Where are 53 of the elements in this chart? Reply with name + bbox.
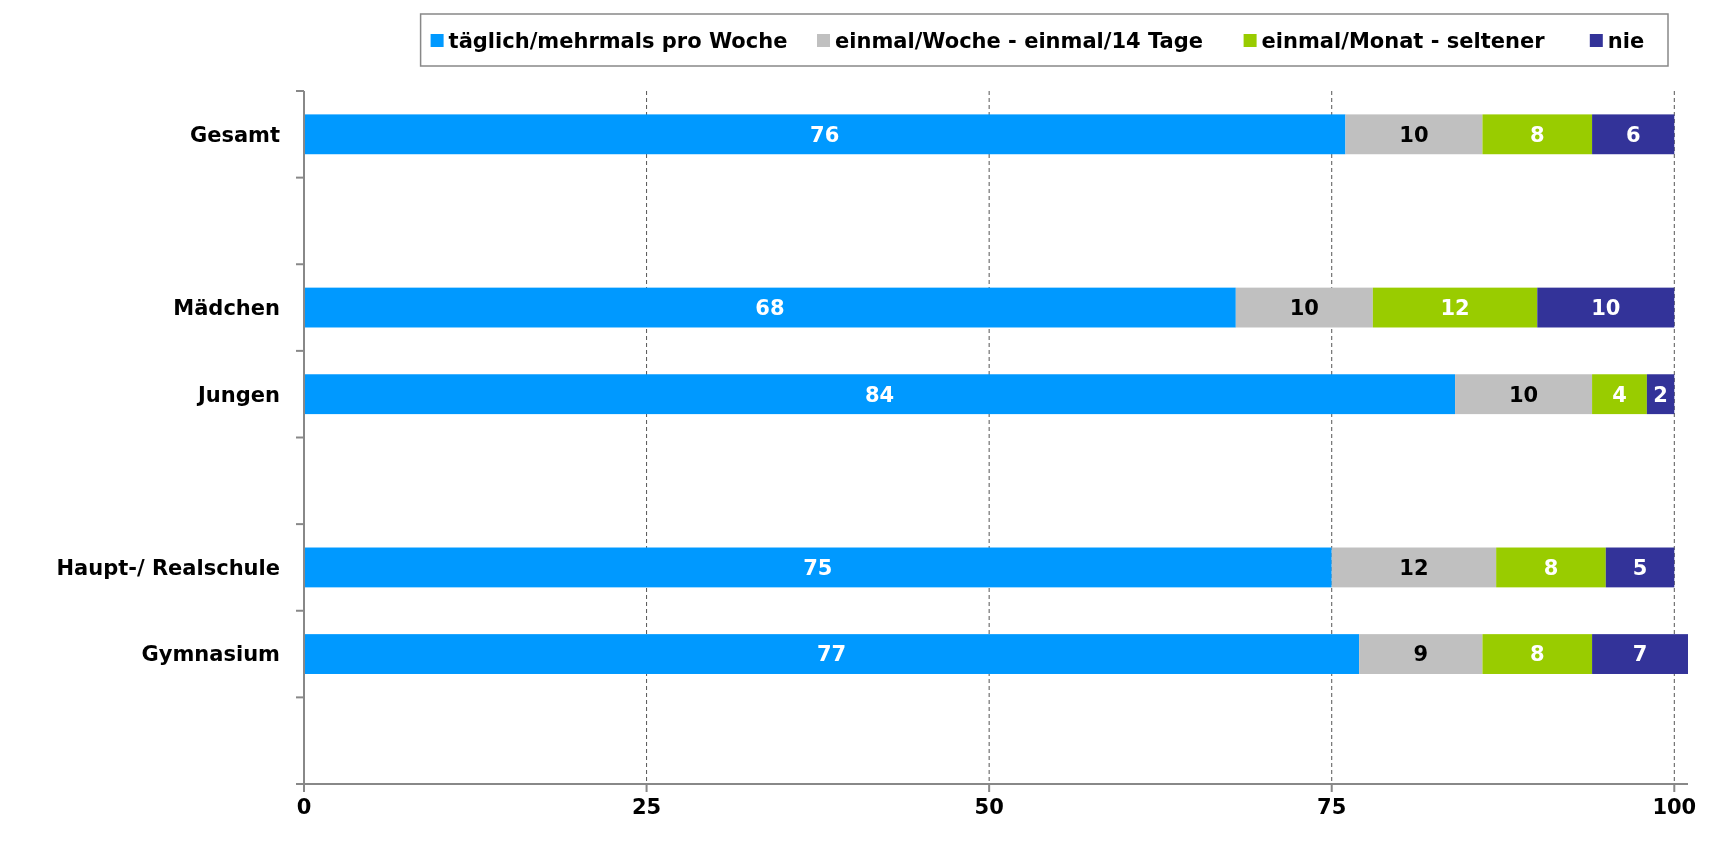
data-label: 10 xyxy=(1591,295,1621,320)
bar xyxy=(304,114,1346,155)
bar xyxy=(1235,287,1373,328)
x-tick-label: 0 xyxy=(296,795,312,819)
bar xyxy=(1359,634,1483,674)
bar xyxy=(1592,374,1647,415)
bar xyxy=(1496,547,1606,588)
bar xyxy=(1537,287,1675,328)
data-label: 7 xyxy=(1632,642,1648,667)
legend-label: nie xyxy=(1607,29,1645,54)
bar xyxy=(1372,287,1538,328)
bar xyxy=(1592,114,1675,155)
legend-label: einmal/Monat - seltener xyxy=(1261,29,1546,54)
bar xyxy=(1331,547,1497,588)
data-label: 8 xyxy=(1543,555,1559,580)
y-tick-label: Gesamt xyxy=(189,122,280,147)
data-label: 9 xyxy=(1413,642,1429,667)
data-label: 12 xyxy=(1399,555,1429,580)
y-tick-label: Mädchen xyxy=(173,295,280,320)
data-label: 4 xyxy=(1612,382,1627,407)
bar xyxy=(1455,374,1593,415)
y-tick-label: Gymnasium xyxy=(141,642,280,667)
data-label: 68 xyxy=(755,295,785,320)
bar xyxy=(1592,634,1688,674)
x-tick-label: 25 xyxy=(631,795,662,819)
data-label: 10 xyxy=(1289,295,1319,320)
data-label: 5 xyxy=(1632,555,1648,580)
x-tick-label: 75 xyxy=(1317,795,1347,819)
legend-label: einmal/Woche - einmal/14 Tage xyxy=(835,29,1204,54)
bar xyxy=(304,374,1456,415)
legend-label: täglich/mehrmals pro Woche xyxy=(448,29,788,54)
bar xyxy=(304,634,1360,674)
data-label: 6 xyxy=(1625,122,1641,147)
y-tick-label: Jungen xyxy=(196,382,280,407)
x-tick-label: 50 xyxy=(974,795,1004,819)
data-label: 84 xyxy=(864,382,895,407)
data-label: 8 xyxy=(1529,642,1545,667)
data-label: 2 xyxy=(1653,382,1668,407)
data-label: 75 xyxy=(803,555,833,580)
bar xyxy=(1482,114,1593,155)
data-label: 77 xyxy=(816,642,847,667)
bar xyxy=(1345,114,1483,155)
data-label: 8 xyxy=(1529,122,1545,147)
bar xyxy=(304,547,1332,588)
data-label: 76 xyxy=(810,122,840,147)
data-label: 10 xyxy=(1399,122,1429,147)
bar xyxy=(1605,547,1675,588)
data-label: 10 xyxy=(1508,382,1539,407)
bar xyxy=(304,287,1236,328)
x-tick-label: 100 xyxy=(1652,795,1697,819)
y-tick-label: Haupt-/ Realschule xyxy=(56,555,280,580)
data-label: 12 xyxy=(1440,295,1470,320)
bar xyxy=(1482,634,1593,674)
